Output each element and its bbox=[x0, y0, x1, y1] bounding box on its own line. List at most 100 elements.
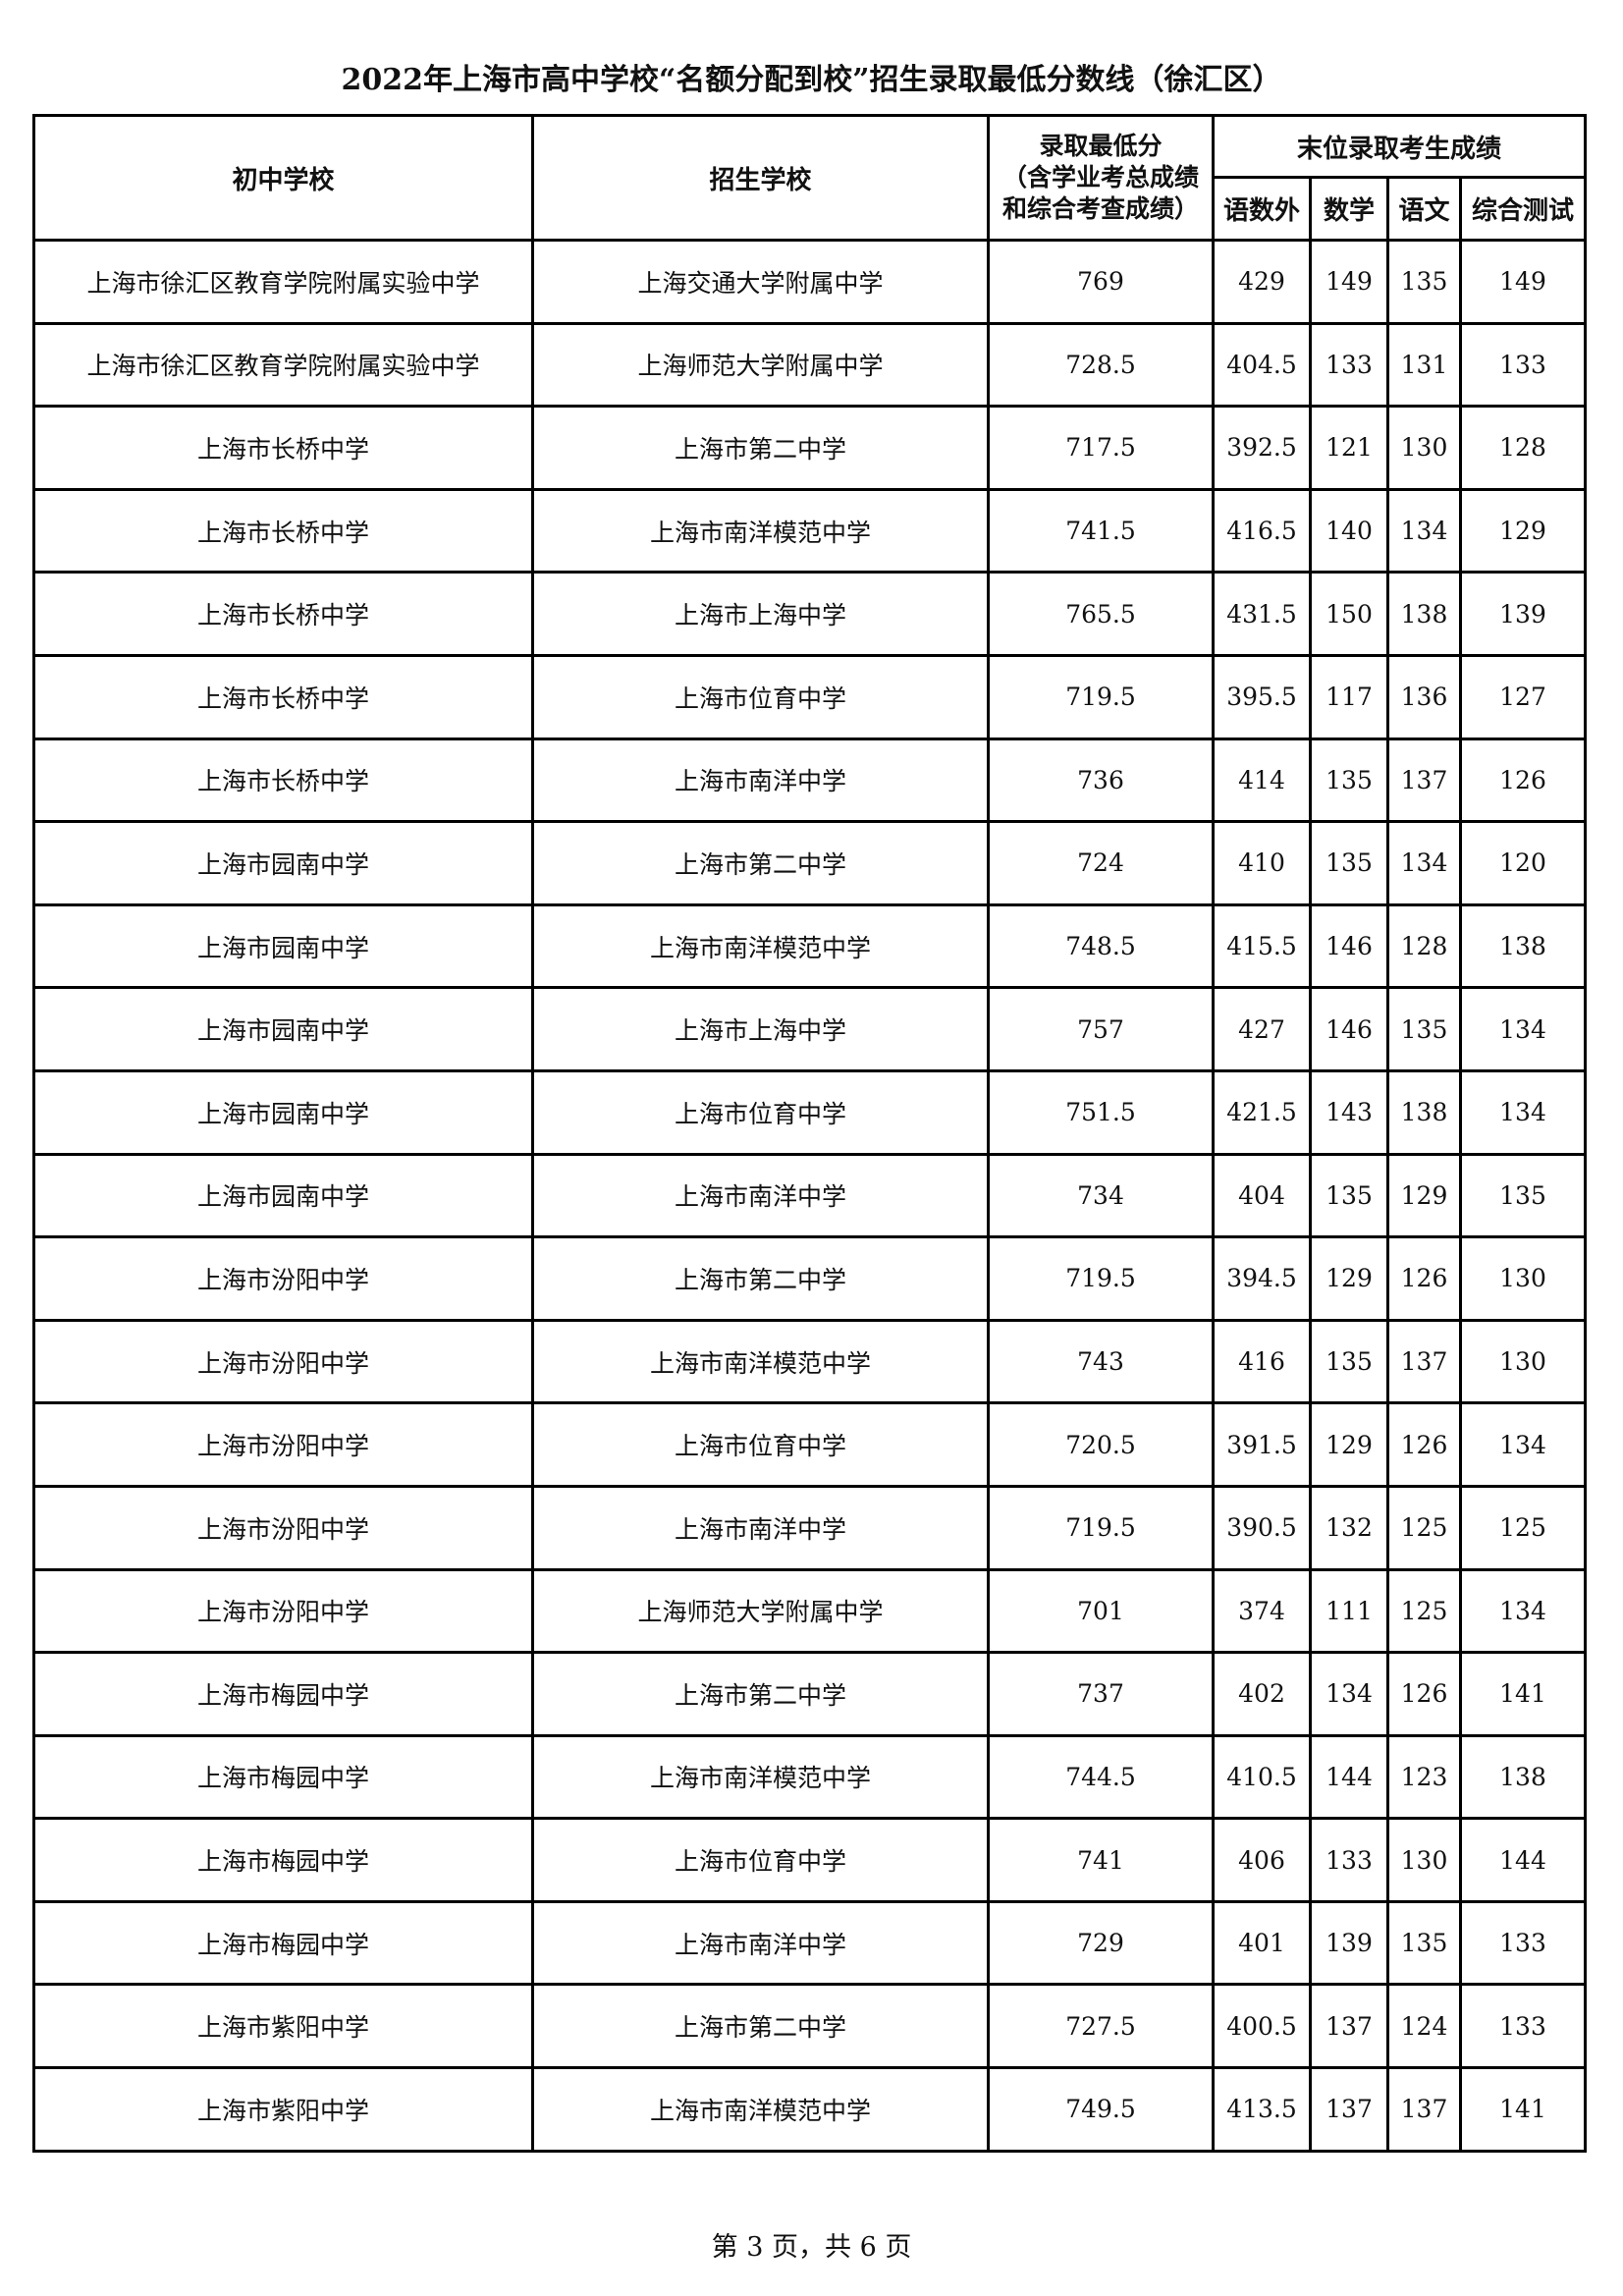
cell-comprehensive-test: 141 bbox=[1458, 1651, 1588, 1737]
cell-chinese-math-english: 416.5 bbox=[1212, 487, 1312, 574]
cell-min-score: 701 bbox=[987, 1567, 1215, 1655]
cell-comprehensive-test: 134 bbox=[1458, 1068, 1588, 1156]
cell-math: 146 bbox=[1309, 902, 1389, 990]
cell-comprehensive-test: 126 bbox=[1458, 737, 1588, 824]
cell-chinese-math-english: 406 bbox=[1212, 1817, 1312, 1903]
cell-chinese-math-english: 413.5 bbox=[1212, 2066, 1312, 2153]
header-middle-school: 初中学校 bbox=[32, 114, 534, 242]
cell-math: 133 bbox=[1309, 1817, 1389, 1903]
cell-middle-school: 上海市长桥中学 bbox=[32, 571, 534, 657]
cell-chinese-math-english: 391.5 bbox=[1212, 1401, 1312, 1488]
table-row: 上海市梅园中学 上海市南洋中学 729 401 139 135 133 bbox=[32, 1899, 1588, 1987]
cell-math: 135 bbox=[1309, 737, 1389, 824]
cell-admitting-school: 上海市第二中学 bbox=[531, 1983, 990, 2070]
cell-min-score: 736 bbox=[987, 737, 1215, 824]
cell-admitting-school: 上海市南洋中学 bbox=[531, 1152, 990, 1239]
admission-score-table: 初中学校 招生学校 录取最低分 （含学业考总成绩 和综合考查成绩） 末位录取考生… bbox=[32, 114, 1588, 2153]
cell-min-score: 769 bbox=[987, 239, 1215, 325]
cell-min-score: 719.5 bbox=[987, 653, 1215, 740]
cell-chinese-math-english: 390.5 bbox=[1212, 1484, 1312, 1571]
cell-chinese: 126 bbox=[1386, 1401, 1462, 1488]
cell-min-score: 744.5 bbox=[987, 1733, 1215, 1821]
table-row: 上海市长桥中学 上海市南洋中学 736 414 135 137 126 bbox=[32, 737, 1588, 824]
cell-chinese-math-english: 414 bbox=[1212, 737, 1312, 824]
cell-chinese-math-english: 410.5 bbox=[1212, 1733, 1312, 1821]
cell-chinese: 134 bbox=[1386, 487, 1462, 574]
header-last-admitted: 末位录取考生成绩 bbox=[1211, 114, 1588, 179]
header-chinese: 语文 bbox=[1386, 176, 1462, 242]
cell-middle-school: 上海市梅园中学 bbox=[32, 1651, 534, 1737]
cell-chinese-math-english: 400.5 bbox=[1212, 1983, 1312, 2070]
cell-admitting-school: 上海市南洋模范中学 bbox=[531, 1318, 990, 1405]
header-math: 数学 bbox=[1309, 176, 1389, 242]
cell-math: 129 bbox=[1309, 1235, 1389, 1322]
cell-comprehensive-test: 135 bbox=[1458, 1152, 1588, 1239]
cell-admitting-school: 上海市上海中学 bbox=[531, 571, 990, 657]
cell-min-score: 719.5 bbox=[987, 1235, 1215, 1322]
cell-min-score: 765.5 bbox=[987, 571, 1215, 657]
cell-chinese: 125 bbox=[1386, 1567, 1462, 1655]
cell-middle-school: 上海市汾阳中学 bbox=[32, 1484, 534, 1571]
table-row: 上海市园南中学 上海市位育中学 751.5 421.5 143 138 134 bbox=[32, 1068, 1588, 1156]
cell-admitting-school: 上海市第二中学 bbox=[531, 1235, 990, 1322]
cell-middle-school: 上海市长桥中学 bbox=[32, 737, 534, 824]
cell-middle-school: 上海市长桥中学 bbox=[32, 405, 534, 491]
cell-math: 135 bbox=[1309, 1318, 1389, 1405]
cell-chinese: 135 bbox=[1386, 1899, 1462, 1987]
header-chinese-math-english: 语数外 bbox=[1212, 176, 1312, 242]
cell-middle-school: 上海市园南中学 bbox=[32, 1068, 534, 1156]
page-number: 第 3 页，共 6 页 bbox=[711, 2232, 912, 2263]
cell-middle-school: 上海市汾阳中学 bbox=[32, 1318, 534, 1405]
cell-math: 144 bbox=[1309, 1733, 1389, 1821]
cell-chinese-math-english: 410 bbox=[1212, 820, 1312, 906]
cell-min-score: 720.5 bbox=[987, 1401, 1215, 1488]
cell-comprehensive-test: 120 bbox=[1458, 820, 1588, 906]
cell-comprehensive-test: 133 bbox=[1458, 321, 1588, 409]
cell-comprehensive-test: 139 bbox=[1458, 571, 1588, 657]
cell-admitting-school: 上海市第二中学 bbox=[531, 820, 990, 906]
cell-chinese-math-english: 421.5 bbox=[1212, 1068, 1312, 1156]
cell-chinese: 125 bbox=[1386, 1484, 1462, 1571]
cell-chinese: 137 bbox=[1386, 1318, 1462, 1405]
cell-chinese: 137 bbox=[1386, 2066, 1462, 2153]
table-row: 上海市汾阳中学 上海市南洋模范中学 743 416 135 137 130 bbox=[32, 1318, 1588, 1405]
cell-admitting-school: 上海市位育中学 bbox=[531, 653, 990, 740]
cell-chinese-math-english: 431.5 bbox=[1212, 571, 1312, 657]
header-min-score-line3: 和综合考查成绩） bbox=[1001, 194, 1199, 223]
table-row: 上海市徐汇区教育学院附属实验中学 上海交通大学附属中学 769 429 149 135 14… bbox=[32, 239, 1588, 325]
cell-chinese: 136 bbox=[1386, 653, 1462, 740]
cell-math: 117 bbox=[1309, 653, 1389, 740]
table-row: 上海市梅园中学 上海市第二中学 737 402 134 126 141 bbox=[32, 1651, 1588, 1737]
cell-min-score: 737 bbox=[987, 1651, 1215, 1737]
cell-chinese: 130 bbox=[1386, 405, 1462, 491]
cell-chinese-math-english: 404.5 bbox=[1212, 321, 1312, 409]
cell-min-score: 757 bbox=[987, 986, 1215, 1072]
cell-middle-school: 上海市汾阳中学 bbox=[32, 1567, 534, 1655]
cell-admitting-school: 上海市南洋中学 bbox=[531, 1484, 990, 1571]
cell-math: 129 bbox=[1309, 1401, 1389, 1488]
cell-middle-school: 上海市园南中学 bbox=[32, 902, 534, 990]
cell-admitting-school: 上海交通大学附属中学 bbox=[531, 239, 990, 325]
header-min-score-line2: （含学业考总成绩 bbox=[1001, 163, 1199, 191]
table-row: 上海市长桥中学 上海市南洋模范中学 741.5 416.5 140 134 129 bbox=[32, 487, 1588, 574]
cell-admitting-school: 上海市第二中学 bbox=[531, 405, 990, 491]
cell-chinese: 131 bbox=[1386, 321, 1462, 409]
cell-math: 135 bbox=[1309, 1152, 1389, 1239]
cell-chinese-math-english: 402 bbox=[1212, 1651, 1312, 1737]
cell-admitting-school: 上海市南洋模范中学 bbox=[531, 1733, 990, 1821]
cell-chinese: 126 bbox=[1386, 1651, 1462, 1737]
cell-middle-school: 上海市汾阳中学 bbox=[32, 1235, 534, 1322]
cell-min-score: 717.5 bbox=[987, 405, 1215, 491]
cell-math: 132 bbox=[1309, 1484, 1389, 1571]
cell-chinese-math-english: 427 bbox=[1212, 986, 1312, 1072]
cell-middle-school: 上海市园南中学 bbox=[32, 1152, 534, 1239]
cell-math: 135 bbox=[1309, 820, 1389, 906]
table-row: 上海市紫阳中学 上海市第二中学 727.5 400.5 137 124 133 bbox=[32, 1983, 1588, 2070]
cell-middle-school: 上海市梅园中学 bbox=[32, 1899, 534, 1987]
cell-chinese: 137 bbox=[1386, 737, 1462, 824]
cell-chinese: 124 bbox=[1386, 1983, 1462, 2070]
cell-math: 137 bbox=[1309, 1983, 1389, 2070]
cell-min-score: 727.5 bbox=[987, 1983, 1215, 2070]
cell-comprehensive-test: 138 bbox=[1458, 902, 1588, 990]
cell-chinese-math-english: 374 bbox=[1212, 1567, 1312, 1655]
